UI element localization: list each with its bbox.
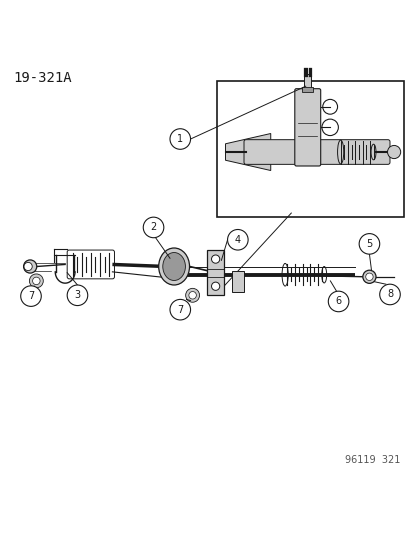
Circle shape <box>24 260 37 273</box>
Text: 5: 5 <box>366 239 372 249</box>
Circle shape <box>227 230 247 250</box>
FancyBboxPatch shape <box>243 140 389 164</box>
Text: 3: 3 <box>74 290 81 300</box>
Bar <box>303 74 311 90</box>
Circle shape <box>188 292 196 299</box>
Text: 7: 7 <box>28 291 34 301</box>
Text: 96119  321: 96119 321 <box>344 455 399 465</box>
Circle shape <box>365 273 372 280</box>
Text: 2: 2 <box>150 222 156 232</box>
Circle shape <box>185 288 199 302</box>
Circle shape <box>387 146 400 159</box>
Bar <box>206 250 224 295</box>
Polygon shape <box>225 133 270 171</box>
Circle shape <box>170 300 190 320</box>
Circle shape <box>211 255 219 263</box>
Text: 8: 8 <box>386 289 392 300</box>
Circle shape <box>358 233 379 254</box>
Bar <box>301 87 312 92</box>
Ellipse shape <box>158 248 189 285</box>
Circle shape <box>170 129 190 149</box>
Text: 7: 7 <box>177 305 183 314</box>
Bar <box>217 82 404 217</box>
FancyBboxPatch shape <box>294 88 320 166</box>
FancyBboxPatch shape <box>67 250 114 279</box>
Circle shape <box>24 262 32 271</box>
Circle shape <box>211 282 219 290</box>
Circle shape <box>33 277 40 285</box>
Text: 4: 4 <box>234 235 240 245</box>
Circle shape <box>143 217 164 238</box>
Bar <box>231 271 243 292</box>
Circle shape <box>328 291 348 312</box>
Text: 6: 6 <box>335 296 341 306</box>
Circle shape <box>29 274 43 288</box>
Circle shape <box>362 270 375 284</box>
Text: 19-321A: 19-321A <box>14 71 72 85</box>
Circle shape <box>67 285 88 305</box>
Circle shape <box>21 286 41 306</box>
Text: 1: 1 <box>177 134 183 144</box>
Ellipse shape <box>162 253 185 280</box>
Circle shape <box>379 284 399 305</box>
